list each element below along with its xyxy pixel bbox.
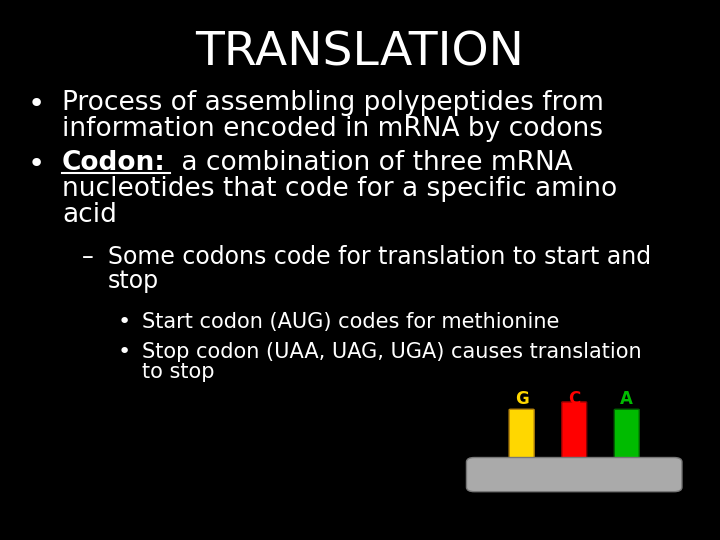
Text: •: • bbox=[28, 150, 45, 178]
Text: A: A bbox=[621, 390, 633, 408]
Text: •: • bbox=[118, 312, 131, 332]
Polygon shape bbox=[563, 462, 585, 473]
Text: 1 codon = 1 amino acid: 1 codon = 1 amino acid bbox=[521, 503, 628, 512]
Text: to stop: to stop bbox=[142, 362, 215, 382]
Polygon shape bbox=[616, 462, 638, 473]
Text: codon: codon bbox=[553, 374, 595, 388]
Text: •: • bbox=[28, 90, 45, 118]
Text: a combination of three mRNA: a combination of three mRNA bbox=[173, 150, 572, 176]
Polygon shape bbox=[510, 462, 533, 473]
Text: C: C bbox=[568, 390, 580, 408]
FancyBboxPatch shape bbox=[562, 402, 587, 463]
Text: Stop codon (UAA, UAG, UGA) causes translation: Stop codon (UAA, UAG, UGA) causes transl… bbox=[142, 342, 642, 362]
Text: TRANSLATION: TRANSLATION bbox=[196, 30, 524, 75]
Text: nucleotides that code for a specific amino: nucleotides that code for a specific ami… bbox=[62, 176, 617, 202]
Text: Some codons code for translation to start and: Some codons code for translation to star… bbox=[108, 245, 651, 269]
Text: •: • bbox=[118, 342, 131, 362]
Text: stop: stop bbox=[108, 269, 159, 293]
FancyBboxPatch shape bbox=[467, 457, 682, 491]
Text: Codon:: Codon: bbox=[62, 150, 166, 176]
FancyBboxPatch shape bbox=[614, 409, 639, 463]
Text: Process of assembling polypeptides from: Process of assembling polypeptides from bbox=[62, 90, 604, 116]
Text: G: G bbox=[515, 390, 528, 408]
Text: Start codon (AUG) codes for methionine: Start codon (AUG) codes for methionine bbox=[142, 312, 559, 332]
FancyBboxPatch shape bbox=[509, 409, 534, 463]
Text: information encoded in mRNA by codons: information encoded in mRNA by codons bbox=[62, 116, 603, 142]
Text: acid: acid bbox=[62, 202, 117, 228]
Text: –: – bbox=[82, 245, 94, 269]
